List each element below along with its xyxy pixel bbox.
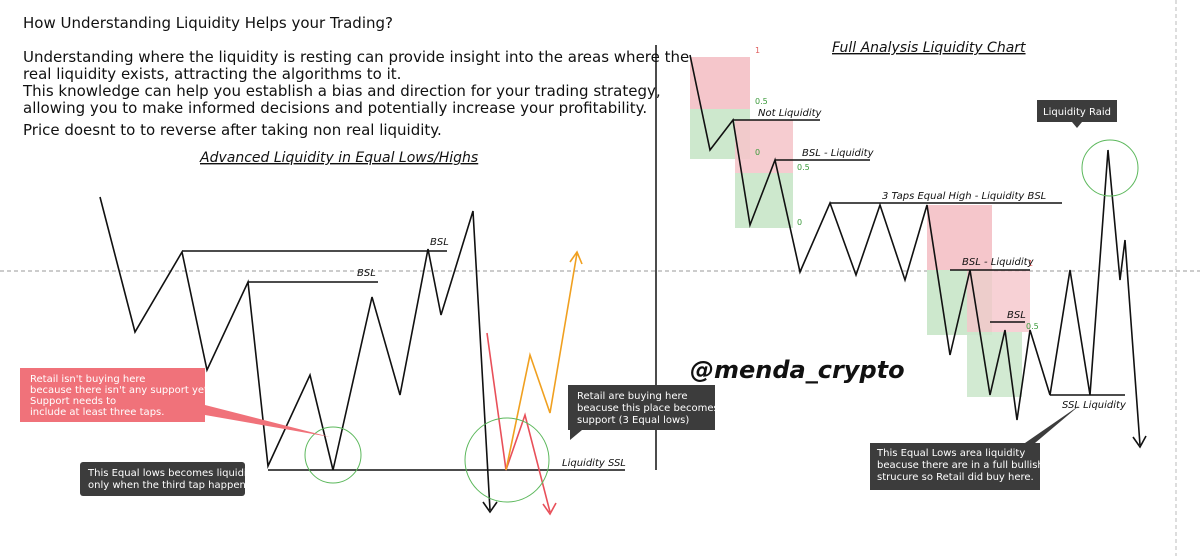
orange-path: [505, 252, 578, 471]
callout-text: Retail isn't buying here because there i…: [30, 374, 214, 418]
callout: [1037, 100, 1117, 128]
text-line: This Equal lows becomes liquidity: [87, 468, 257, 479]
text-line: support (3 Equal lows): [577, 415, 689, 426]
text-line: Retail isn't buying here: [30, 374, 145, 385]
arrow: [482, 501, 498, 514]
label: BSL: [430, 237, 449, 248]
fib-label: 1: [755, 46, 760, 55]
paragraph: Understanding where the liquidity is res…: [22, 48, 694, 139]
line: allowing you to make informed decisions …: [23, 99, 647, 117]
red-path: [486, 332, 551, 513]
right-title: Full Analysis Liquidity Chart: [832, 40, 1026, 56]
callout-text: This Equal lows becomes liquidity only w…: [87, 468, 260, 491]
text-line: This Equal Lows area liquidity: [876, 448, 1025, 459]
fib-label: 0.5: [755, 97, 768, 106]
text-line: beacuse this place becomes: [577, 403, 719, 414]
label: 3 Taps Equal High - Liquidity BSL: [882, 191, 1046, 202]
callout-text: This Equal Lows area liquidity beacuse t…: [876, 448, 1047, 483]
fib-label: 0: [755, 148, 760, 157]
fib-zone: [967, 332, 1022, 397]
label: BSL: [357, 268, 376, 279]
left-title: Advanced Liquidity in Equal Lows/Highs: [199, 150, 478, 166]
line: Price doesnt to to reverse after taking …: [23, 121, 442, 139]
fib-label: 0.5: [797, 163, 810, 172]
title: How Understanding Liquidity Helps your T…: [23, 14, 393, 32]
circle: [304, 426, 362, 484]
text-line: only when the third tap happens: [88, 480, 251, 491]
circle: [464, 417, 550, 503]
callout-text: Liquidity Raid: [1043, 107, 1111, 118]
callout: [568, 385, 715, 440]
arrow: [569, 250, 583, 265]
label: Not Liquidity: [758, 108, 823, 119]
fib-zone: [927, 205, 992, 270]
label: Liquidity SSL: [562, 458, 626, 469]
watermark: @menda_crypto: [690, 356, 905, 384]
callout-text: Retail are buying here beacuse this plac…: [577, 391, 722, 426]
text-line: Retail are buying here: [577, 391, 688, 402]
callout: [80, 462, 245, 496]
line: Understanding where the liquidity is res…: [23, 48, 689, 66]
callout: [870, 405, 1080, 490]
text-line: include at least three taps.: [30, 407, 164, 418]
price-path: [689, 54, 1141, 446]
fib-label: 0: [797, 218, 802, 227]
fib-zone: [735, 120, 793, 173]
fib-label: 0.5: [1026, 322, 1039, 331]
text-line: because there isn't any support yet.: [30, 385, 211, 396]
label: BSL - Liquidity: [802, 148, 875, 159]
label: BSL - Liquidity: [962, 257, 1035, 268]
circle: [1081, 139, 1139, 197]
text-line: strucure so Retail did buy here.: [877, 472, 1034, 483]
line: This knowledge can help you establish a …: [22, 82, 661, 100]
arrow: [542, 502, 557, 516]
label: BSL: [1007, 310, 1026, 321]
text-line: Support needs to: [30, 396, 116, 407]
label: SSL Liquidity: [1062, 400, 1127, 411]
arrow: [1132, 435, 1147, 449]
callout: [20, 368, 330, 437]
price-path: [99, 196, 491, 511]
fib-label: 1: [1028, 259, 1033, 268]
text-line: beacuse there are in a full bullish: [877, 460, 1044, 471]
line: real liquidity exists, attracting the al…: [23, 65, 401, 83]
